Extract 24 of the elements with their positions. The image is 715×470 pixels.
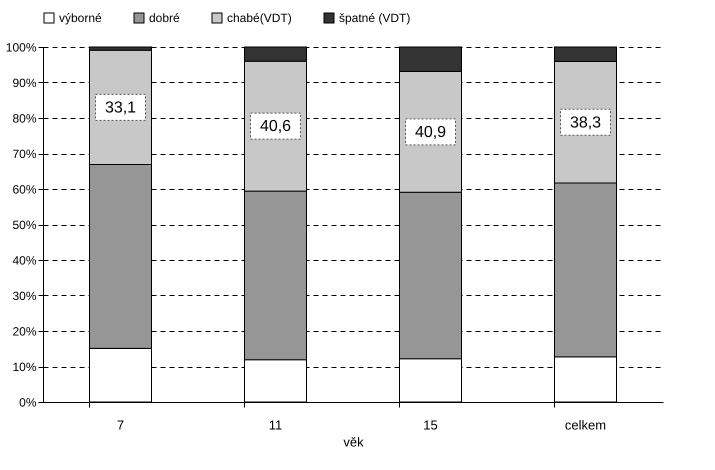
y-tick-label: 30% (12, 289, 37, 303)
y-tick-label: 60% (12, 182, 37, 196)
x-tick-label: celkem (564, 418, 606, 432)
x-tick-label: 15 (423, 418, 438, 432)
y-tick-label: 70% (12, 147, 37, 161)
y-tick-label: 10% (12, 360, 37, 374)
annotation: 38,3 (570, 114, 602, 132)
annotation: 33,1 (104, 99, 136, 116)
y-tick-label: 80% (12, 112, 37, 126)
y-tick-label: 50% (12, 218, 37, 232)
y-tick-label: 0% (19, 396, 37, 410)
x-tick-label: 7 (116, 418, 124, 432)
legend-label: výborné (59, 11, 102, 25)
annotation: 40,6 (260, 118, 292, 136)
y-tick-label: 100% (6, 40, 37, 54)
annotation: 40,9 (414, 124, 446, 141)
x-tick-label: 11 (268, 418, 282, 432)
y-tick-label: 20% (12, 324, 37, 338)
x-axis-title: věk (343, 434, 364, 450)
legend-label: chabé(VDT) (227, 11, 292, 25)
legend-label: špatné (VDT) (339, 11, 410, 25)
y-tick-label: 90% (12, 76, 37, 90)
legend-label: dobré (149, 11, 180, 25)
y-tick-label: 40% (12, 254, 37, 268)
